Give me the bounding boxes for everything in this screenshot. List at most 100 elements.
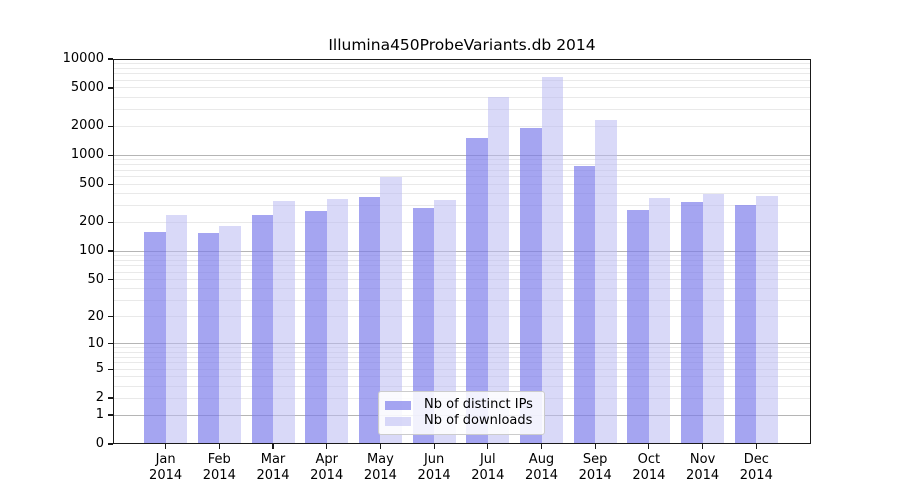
y-tick-mark-10000	[108, 58, 113, 60]
gridline-minor-3000	[113, 108, 811, 110]
x-tick-label-nov: Nov 2014	[686, 452, 720, 483]
y-tick-mark-0	[108, 443, 113, 445]
bar-downloads-oct	[648, 198, 671, 444]
gridline-minor-6	[113, 362, 811, 364]
bar-distinct-ips-nov	[681, 202, 703, 444]
gridline-minor-50	[113, 279, 811, 281]
y-tick-label-5: 5	[95, 361, 104, 377]
y-tick-label-500: 500	[79, 176, 104, 192]
x-tick-mark-jul	[487, 444, 489, 449]
bar-downloads-sep	[595, 120, 617, 444]
gridline-minor-7	[113, 356, 811, 358]
bar-distinct-ips-jan	[144, 231, 166, 444]
gridline-minor-5	[113, 368, 811, 370]
gridline-major-10	[113, 343, 811, 345]
y-tick-mark-500	[108, 183, 113, 185]
bar-downloads-mar	[273, 201, 295, 444]
gridline-minor-2000	[113, 125, 811, 127]
legend: Nb of distinct IPs Nb of downloads	[378, 391, 545, 435]
bar-distinct-ips-may	[358, 196, 381, 444]
plot-area	[113, 59, 811, 444]
bar-distinct-ips-feb	[197, 232, 220, 444]
gridline-minor-300	[113, 204, 811, 206]
x-tick-mark-may	[379, 444, 381, 449]
y-tick-mark-200	[108, 221, 113, 223]
x-tick-label-aug: Aug 2014	[524, 452, 559, 483]
gridline-minor-4	[113, 376, 811, 378]
bar-downloads-nov	[702, 193, 725, 444]
bar-downloads-may	[380, 176, 402, 444]
x-tick-label-mar: Mar 2014	[256, 452, 290, 483]
x-tick-label-may: May 2014	[363, 452, 397, 483]
gridline-minor-9000	[113, 62, 811, 64]
bar-distinct-ips-apr	[305, 211, 327, 444]
legend-item-downloads: Nb of downloads	[385, 413, 536, 429]
legend-label-distinct-ips: Nb of distinct IPs	[424, 397, 533, 412]
gridline-minor-700	[113, 169, 811, 171]
y-tick-label-100: 100	[79, 243, 104, 259]
gridline-major-1000	[113, 154, 811, 156]
bar-distinct-ips-oct	[627, 209, 649, 444]
y-tick-mark-2000	[108, 125, 113, 127]
legend-item-distinct-ips: Nb of distinct IPs	[385, 397, 536, 413]
gridline-minor-800	[113, 164, 811, 166]
gridline-minor-8000	[113, 67, 811, 69]
legend-label-downloads: Nb of downloads	[424, 413, 533, 428]
gridline-minor-8	[113, 351, 811, 353]
x-tick-label-feb: Feb 2014	[202, 452, 236, 483]
gridline-minor-500	[113, 183, 811, 185]
gridline-major-100	[113, 250, 811, 252]
bar-distinct-ips-jul	[466, 138, 488, 444]
bar-distinct-ips-mar	[251, 214, 273, 444]
gridline-minor-90	[113, 254, 811, 256]
bar-distinct-ips-sep	[573, 165, 596, 444]
x-tick-label-jun: Jun 2014	[417, 452, 451, 483]
legend-swatch-downloads-icon	[385, 416, 411, 426]
bar-downloads-feb	[219, 225, 241, 444]
gridline-minor-200	[113, 221, 811, 223]
y-tick-label-20: 20	[87, 308, 104, 324]
bar-distinct-ips-jun	[412, 207, 435, 444]
bar-downloads-dec	[756, 196, 778, 444]
y-tick-label-2000: 2000	[70, 118, 104, 134]
y-tick-mark-1000	[108, 154, 113, 156]
y-tick-mark-50	[108, 279, 113, 281]
y-tick-label-200: 200	[79, 214, 104, 230]
y-tick-label-10: 10	[87, 335, 104, 351]
y-tick-label-50: 50	[87, 271, 104, 287]
x-tick-mark-jan	[165, 444, 167, 449]
x-tick-label-dec: Dec 2014	[739, 452, 773, 483]
y-tick-mark-20	[108, 316, 113, 318]
x-tick-mark-jun	[433, 444, 435, 449]
x-tick-mark-dec	[755, 444, 757, 449]
x-tick-mark-sep	[594, 444, 596, 449]
gridline-minor-9	[113, 347, 811, 349]
bar-downloads-jan	[165, 214, 188, 444]
y-tick-mark-10	[108, 343, 113, 345]
gridline-minor-80	[113, 259, 811, 261]
bar-downloads-aug	[541, 77, 563, 444]
gridline-minor-600	[113, 176, 811, 178]
gridline-minor-5000	[113, 87, 811, 89]
gridline-minor-40	[113, 288, 811, 290]
x-tick-mark-feb	[218, 444, 220, 449]
y-tick-mark-2	[108, 397, 113, 399]
gridline-minor-900	[113, 159, 811, 161]
chart-title: Illumina450ProbeVariants.db 2014	[328, 36, 596, 54]
gridline-minor-400	[113, 192, 811, 194]
y-tick-label-0: 0	[95, 436, 104, 451]
bar-downloads-jul	[487, 97, 510, 444]
gridline-minor-70	[113, 265, 811, 267]
y-tick-label-10000: 10000	[62, 50, 104, 66]
y-tick-label-5000: 5000	[70, 79, 104, 95]
y-tick-mark-5	[108, 368, 113, 370]
y-tick-mark-1	[108, 414, 113, 416]
x-tick-mark-nov	[702, 444, 704, 449]
gridline-minor-6000	[113, 79, 811, 81]
y-tick-label-2: 2	[95, 390, 104, 406]
bar-distinct-ips-aug	[520, 128, 542, 444]
gridline-minor-30	[113, 299, 811, 301]
x-tick-label-jan: Jan 2014	[149, 452, 183, 483]
gridline-minor-4000	[113, 96, 811, 98]
